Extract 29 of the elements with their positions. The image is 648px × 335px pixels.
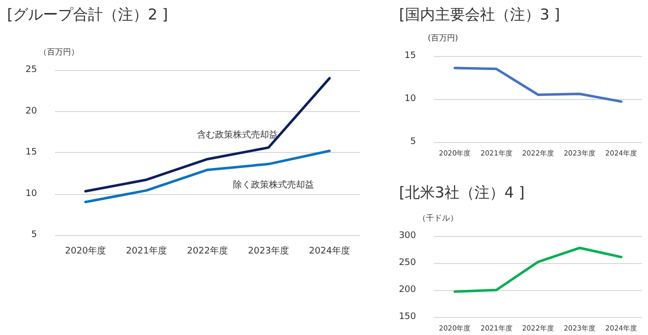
y-axis-title: （百万円） [39, 48, 79, 56]
y-tick-label: 10 [26, 188, 38, 199]
x-tick-label: 2023年度 [248, 246, 289, 256]
x-tick-label: 2024年度 [309, 246, 350, 256]
chart-title: [国内主要会社（注）3 ] [399, 6, 560, 24]
y-tick-label: 5 [31, 230, 37, 240]
line-series [84, 77, 331, 193]
y-axis-title: （千ドル） [418, 214, 458, 222]
x-tick-label: 2020年度 [65, 246, 106, 256]
y-tick-label: 150 [398, 312, 416, 322]
y-tick-label: 300 [398, 231, 416, 241]
line-series [454, 66, 622, 103]
series-label: 含む政策株式売却益 [197, 130, 278, 141]
x-tick-label: 2022年度 [187, 246, 228, 256]
y-tick-label: 250 [398, 258, 416, 268]
y-tick-label: 10 [404, 94, 416, 104]
line-series [454, 246, 622, 293]
chart-title: [グループ合計（注）2 ] [7, 6, 168, 24]
y-tick-label: 15 [404, 51, 416, 61]
chart-title: [北米3社（注）4 ] [399, 184, 525, 202]
y-tick-label: 20 [26, 106, 38, 116]
y-tick-label: 200 [398, 285, 416, 295]
y-tick-label: 25 [26, 65, 37, 75]
y-axis-title: (百万円) [428, 34, 458, 42]
series-label: 除く政策株式売却益 [233, 180, 314, 191]
x-tick-label: 2021年度 [126, 246, 167, 256]
y-tick-label: 15 [26, 148, 37, 158]
line-series [84, 150, 331, 204]
y-tick-label: 5 [410, 137, 416, 147]
